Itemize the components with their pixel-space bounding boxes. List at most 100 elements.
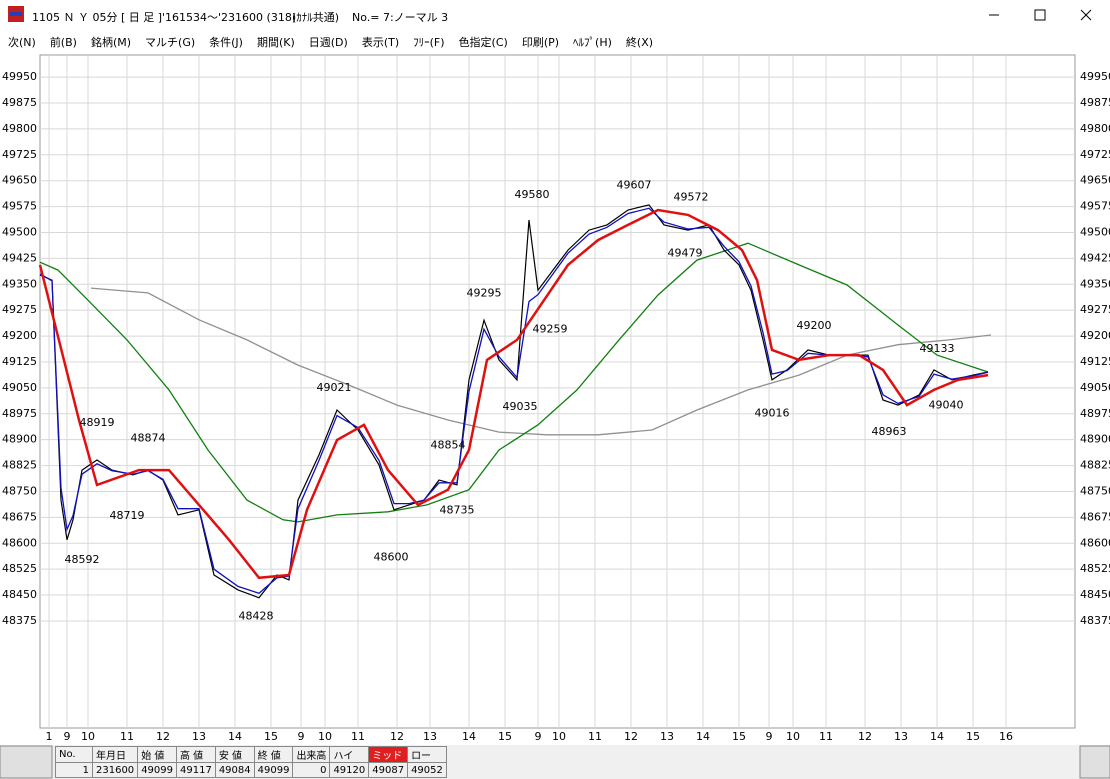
table-cell: ミッド — [368, 746, 409, 763]
menu-item[interactable]: 前(B) — [49, 36, 77, 49]
menu-bar: 次(N) 前(B) 銘柄(M) マルチ(G) 条件(J) 期間(K) 日週(D) 表示(T) ﾌ… — [0, 30, 1110, 52]
table-cell: 終 値 — [253, 746, 294, 763]
y-tick-label: 48675 — [1080, 510, 1110, 523]
y-tick-label: 49350 — [1080, 277, 1110, 290]
table-cell: 49120 — [329, 762, 370, 778]
x-tick-label: 11 — [120, 730, 134, 743]
y-tick-label: 49200 — [1080, 329, 1110, 342]
title-text: (ｶﾅﾙ共通) — [292, 11, 340, 24]
x-tick-label: 15 — [264, 730, 278, 743]
table-cell: 49099 — [137, 762, 177, 778]
scroll-button[interactable] — [1079, 745, 1110, 779]
menu-item[interactable]: 期間(K) — [256, 36, 295, 49]
x-tick-label: 9 — [535, 730, 542, 743]
table-cell: No. — [55, 746, 93, 763]
app-icon — [8, 6, 24, 22]
x-tick-label: 13 — [423, 730, 437, 743]
menu-item[interactable]: 次(N) — [8, 36, 36, 49]
y-tick-label: 49875 — [1080, 96, 1110, 109]
peak-label: 49295 — [467, 286, 502, 299]
y-tick-label: 49575 — [2, 200, 37, 213]
y-tick-label: 49050 — [1080, 381, 1110, 394]
y-tick-label: 48750 — [2, 484, 37, 497]
table-cell: ロー — [407, 746, 447, 763]
table-cell: 49117 — [176, 762, 216, 778]
price-line — [39, 242, 989, 523]
table-cell: 出来高 — [292, 746, 331, 763]
menu-item[interactable]: 終(X) — [625, 36, 654, 49]
table-cell: 49084 — [214, 762, 255, 778]
y-tick-label: 48975 — [2, 407, 37, 420]
table-cell: 1 — [55, 762, 93, 778]
y-tick-label: 48675 — [2, 510, 37, 523]
x-tick-label: 11 — [588, 730, 602, 743]
peak-label: 48919 — [80, 416, 115, 429]
menu-item[interactable]: 印刷(P) — [521, 36, 560, 49]
menu-item[interactable]: ﾌﾘｰ(F) — [413, 36, 445, 49]
price-line — [39, 207, 989, 595]
y-tick-label: 48525 — [2, 562, 37, 575]
x-tick-label: 12 — [858, 730, 872, 743]
y-tick-label: 49650 — [2, 174, 37, 187]
table-cell: 高 値 — [176, 746, 216, 763]
y-tick-label: 49650 — [1080, 174, 1110, 187]
window-controls[interactable] — [985, 0, 1105, 30]
x-tick-label: 9 — [64, 730, 71, 743]
y-tick-label: 48900 — [1080, 433, 1110, 446]
x-tick-label: 14 — [462, 730, 476, 743]
menu-item[interactable]: 表示(T) — [361, 36, 400, 49]
menu-item[interactable]: 条件(J) — [209, 36, 243, 49]
menu-item[interactable]: 色指定(C) — [458, 36, 508, 49]
x-tick-label: 11 — [819, 730, 833, 743]
x-tick-label: 10 — [318, 730, 332, 743]
peak-label: 48592 — [65, 553, 100, 566]
table-cell: 49099 — [253, 762, 294, 778]
x-tick-label: 9 — [766, 730, 773, 743]
menu-item[interactable]: 銘柄(M) — [90, 36, 132, 49]
menu-item[interactable]: マルチ(G) — [145, 36, 196, 49]
scroll-button[interactable] — [0, 745, 53, 779]
title-text: '161534～'231600 (318) — [162, 11, 297, 24]
y-tick-label: 48825 — [1080, 459, 1110, 472]
x-tick-label: 12 — [390, 730, 404, 743]
plot-area — [39, 54, 1076, 729]
x-tick-label: 14 — [696, 730, 710, 743]
peak-label: 48428 — [239, 610, 274, 623]
table-row: 1 231600 49099 49117 49084 49099 0 49120 49087 49… — [55, 762, 447, 778]
peak-label: 48963 — [872, 425, 907, 438]
peak-label: 49133 — [920, 342, 955, 355]
menu-item[interactable]: ﾍﾙﾌﾟ(H) — [573, 36, 612, 49]
x-tick-label: 1 — [46, 730, 53, 743]
x-tick-label: 14 — [228, 730, 242, 743]
table-cell: 安 値 — [214, 746, 255, 763]
table-cell: 始 値 — [137, 746, 177, 763]
peak-label: 49580 — [515, 188, 550, 201]
peak-label: 49021 — [317, 381, 352, 394]
x-tick-label: 10 — [786, 730, 800, 743]
table-cell: 49052 — [407, 762, 447, 778]
x-tick-label: 10 — [81, 730, 95, 743]
table-cell: ハイ — [329, 746, 370, 763]
y-tick-label: 49200 — [2, 329, 37, 342]
peak-label: 49572 — [674, 191, 709, 204]
peak-label: 48854 — [431, 439, 466, 452]
y-tick-label: 49275 — [2, 303, 37, 316]
y-tick-label: 48450 — [2, 588, 37, 601]
peak-label: 48600 — [374, 550, 409, 563]
y-tick-label: 49500 — [2, 225, 37, 238]
y-tick-label: 49125 — [2, 355, 37, 368]
y-tick-label: 49800 — [1080, 122, 1110, 135]
y-tick-label: 49500 — [1080, 225, 1110, 238]
x-tick-label: 9 — [298, 730, 305, 743]
menu-item[interactable]: 日週(D) — [308, 36, 348, 49]
x-tick-label: 15 — [966, 730, 980, 743]
y-tick-label: 48900 — [2, 433, 37, 446]
x-tick-label: 12 — [156, 730, 170, 743]
x-tick-label: 12 — [624, 730, 638, 743]
x-tick-label: 14 — [930, 730, 944, 743]
y-tick-label: 48375 — [1080, 614, 1110, 627]
x-tick-label: 13 — [192, 730, 206, 743]
y-tick-label: 48600 — [2, 536, 37, 549]
peak-label: 48735 — [440, 504, 475, 517]
